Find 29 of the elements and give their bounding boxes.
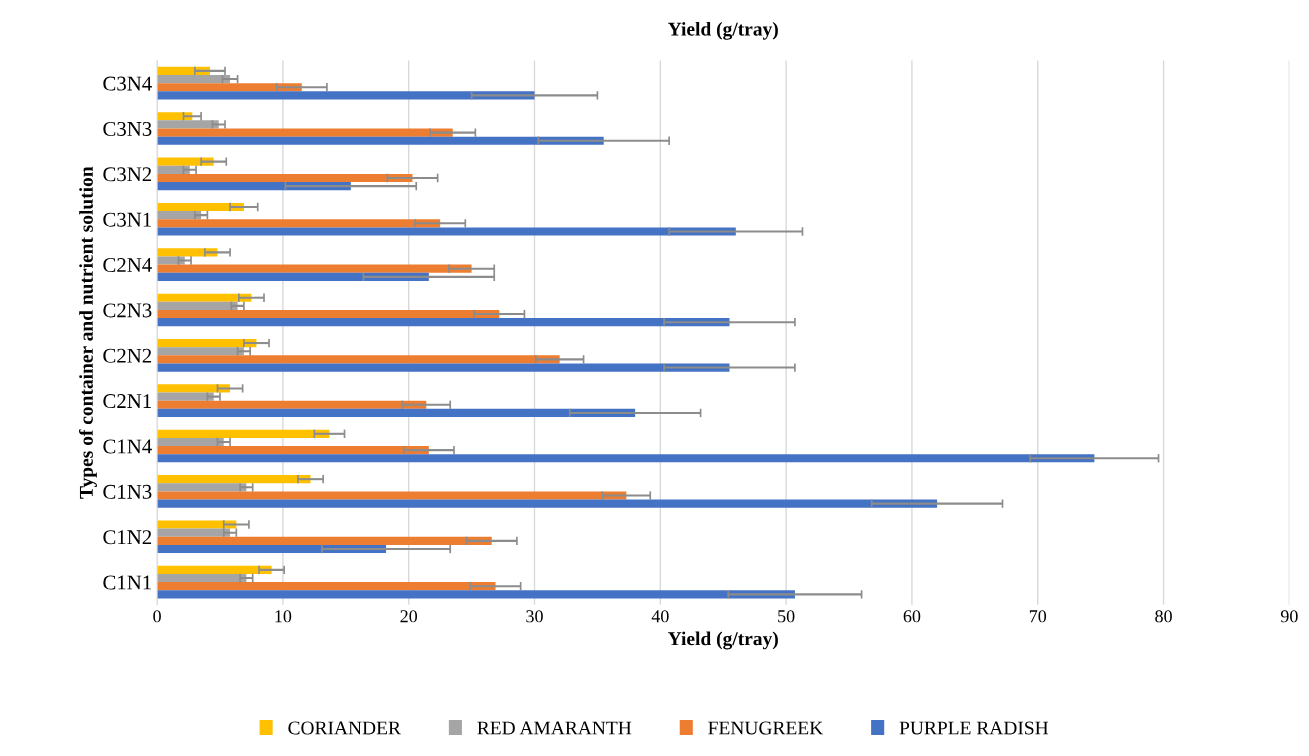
x-tick-label: 0 (153, 610, 161, 623)
y-tick-label: C1N4 (103, 439, 152, 454)
chart-title: Yield (g/tray) (668, 21, 778, 40)
x-tick-label: 20 (400, 610, 418, 623)
y-tick-label: C3N4 (103, 76, 152, 91)
legend-label: CORIANDER (288, 721, 401, 735)
y-tick-label: C3N3 (103, 121, 152, 136)
x-tick-label: 30 (526, 610, 543, 623)
legend-label: RED AMARANTH (477, 721, 632, 735)
y-tick-label: C2N3 (103, 303, 152, 318)
x-tick-label: 50 (778, 610, 795, 623)
legend-label: FENUGREEK (708, 721, 824, 735)
y-tick-label: C1N3 (103, 484, 152, 499)
y-tick-label: C3N1 (103, 212, 151, 227)
x-tick-label: 40 (651, 610, 669, 623)
y-tick-label: C2N4 (103, 258, 152, 273)
x-tick-label: 70 (1029, 610, 1047, 623)
x-axis-title: Yield (g/tray) (668, 631, 778, 650)
legend-label: PURPLE RADISH (899, 721, 1049, 735)
y-tick-label: C1N2 (103, 530, 152, 545)
y-tick-label: C3N2 (103, 167, 152, 182)
y-tick-label: C1N1 (103, 575, 151, 590)
x-tick-label: 80 (1155, 610, 1172, 623)
y-tick-label: C2N1 (103, 394, 151, 409)
x-tick-label: 90 (1280, 610, 1298, 623)
x-tick-label: 10 (275, 610, 292, 623)
y-tick-label: C2N2 (103, 348, 152, 363)
y-axis-title: Types of container and nutrient solution (79, 166, 97, 499)
x-tick-label: 60 (903, 610, 921, 623)
